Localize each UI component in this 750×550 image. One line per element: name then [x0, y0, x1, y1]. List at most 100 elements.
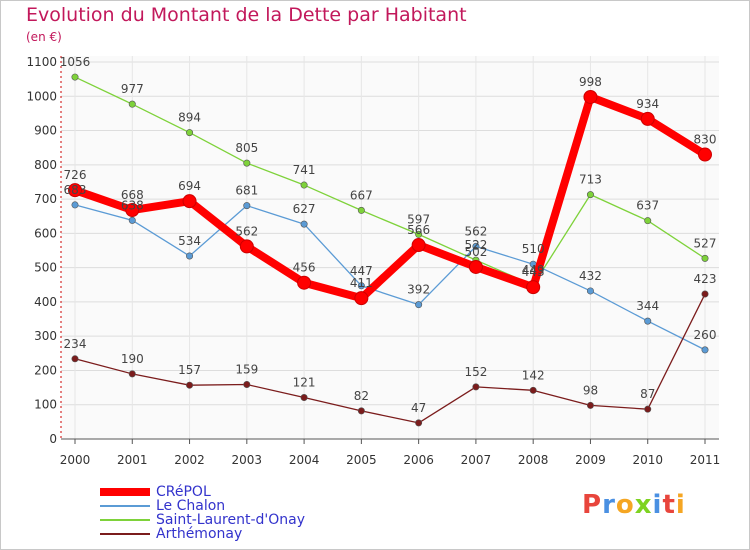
data-label: 157	[178, 363, 201, 377]
chart-subtitle: (en €)	[26, 30, 62, 44]
series-line-2	[74, 76, 706, 286]
y-tick-label: 100	[34, 398, 57, 412]
legend-swatch-arthemonay	[100, 533, 150, 535]
x-tick-label: 2004	[289, 453, 320, 467]
data-label: 668	[121, 188, 144, 202]
legend-item-arthemonay: Arthémonay	[100, 526, 360, 542]
x-tick-label: 2010	[632, 453, 663, 467]
data-point	[186, 252, 194, 260]
data-label: 534	[178, 234, 201, 248]
data-label: 152	[464, 365, 487, 379]
y-tick-label: 800	[34, 158, 57, 172]
data-label: 443	[522, 265, 545, 279]
data-point	[472, 383, 480, 391]
data-point	[186, 381, 194, 389]
data-label: 998	[579, 75, 602, 89]
data-point	[300, 181, 308, 189]
data-point	[357, 282, 365, 290]
data-label: 667	[350, 188, 373, 202]
data-point	[71, 201, 79, 209]
data-point	[468, 259, 483, 274]
data-label: 566	[407, 223, 430, 237]
data-point	[300, 220, 308, 228]
x-tick-label: 2008	[518, 453, 549, 467]
y-tick-label: 500	[34, 261, 57, 275]
data-point	[640, 111, 655, 126]
proxiti-logo: Proxiti	[582, 490, 686, 520]
y-tick-label: 0	[49, 432, 57, 446]
data-point	[698, 147, 712, 162]
data-label: 694	[178, 179, 201, 193]
legend-swatch-crepol	[100, 488, 150, 496]
data-point	[297, 275, 312, 290]
data-label: 234	[64, 337, 87, 351]
data-label: 447	[350, 264, 373, 278]
data-label: 190	[121, 352, 144, 366]
legend-swatch-saint-laurent	[100, 519, 150, 521]
data-point	[182, 194, 197, 209]
data-point	[529, 386, 537, 394]
data-point	[415, 301, 423, 309]
data-label: 681	[235, 184, 258, 198]
data-point	[583, 89, 598, 104]
data-label: 726	[64, 168, 87, 182]
data-label: 98	[583, 383, 598, 397]
data-label: 638	[121, 198, 144, 212]
data-label: 934	[636, 97, 659, 111]
data-point	[701, 290, 709, 298]
data-label: 449	[522, 263, 545, 277]
x-tick-label: 2003	[232, 453, 263, 467]
data-label: 527	[694, 236, 717, 250]
legend-label: Saint-Laurent-d'Onay	[156, 512, 305, 528]
data-point	[71, 355, 79, 363]
y-tick-label: 300	[34, 329, 57, 343]
data-point	[354, 291, 369, 306]
data-point	[644, 317, 652, 325]
legend-label: Arthémonay	[156, 526, 243, 542]
data-point	[239, 239, 254, 254]
y-tick-label: 1100	[26, 55, 57, 69]
series-line-1	[74, 204, 706, 351]
x-tick-label: 2001	[117, 453, 148, 467]
series-line-0	[71, 92, 709, 303]
data-point	[586, 191, 594, 199]
data-label: 142	[522, 368, 545, 382]
data-point	[243, 159, 251, 167]
data-point	[644, 217, 652, 225]
data-label: 562	[235, 224, 258, 238]
y-tick-label: 700	[34, 192, 57, 206]
data-label: 741	[293, 163, 316, 177]
data-point	[128, 370, 136, 378]
data-label: 423	[694, 272, 717, 286]
legend-item-le-chalon: Le Chalon	[100, 498, 360, 514]
x-tick-label: 2009	[575, 453, 606, 467]
x-tick-label: 2005	[346, 453, 377, 467]
data-label: 977	[121, 82, 144, 96]
x-tick-label: 2002	[174, 453, 205, 467]
data-label: 47	[411, 401, 426, 415]
data-label: 805	[235, 141, 258, 155]
data-label: 159	[235, 363, 258, 377]
data-label: 82	[354, 389, 369, 403]
data-point	[128, 100, 136, 108]
y-tick-label: 1000	[26, 89, 57, 103]
data-label: 392	[407, 283, 430, 297]
data-label: 637	[636, 199, 659, 213]
data-point	[186, 129, 194, 137]
data-point	[243, 381, 251, 389]
data-point	[125, 203, 140, 218]
data-label: 344	[636, 299, 659, 313]
data-point	[357, 407, 365, 415]
plot-area	[61, 56, 719, 439]
data-label: 121	[293, 376, 316, 390]
data-point	[701, 346, 709, 354]
data-label: 1056	[60, 55, 91, 69]
data-point	[300, 394, 308, 402]
data-label: 894	[178, 111, 201, 125]
data-label: 510	[522, 242, 545, 256]
data-label: 502	[464, 245, 487, 259]
data-point	[71, 73, 79, 81]
data-point	[68, 183, 82, 198]
data-point	[526, 280, 541, 295]
data-label: 597	[407, 212, 430, 226]
